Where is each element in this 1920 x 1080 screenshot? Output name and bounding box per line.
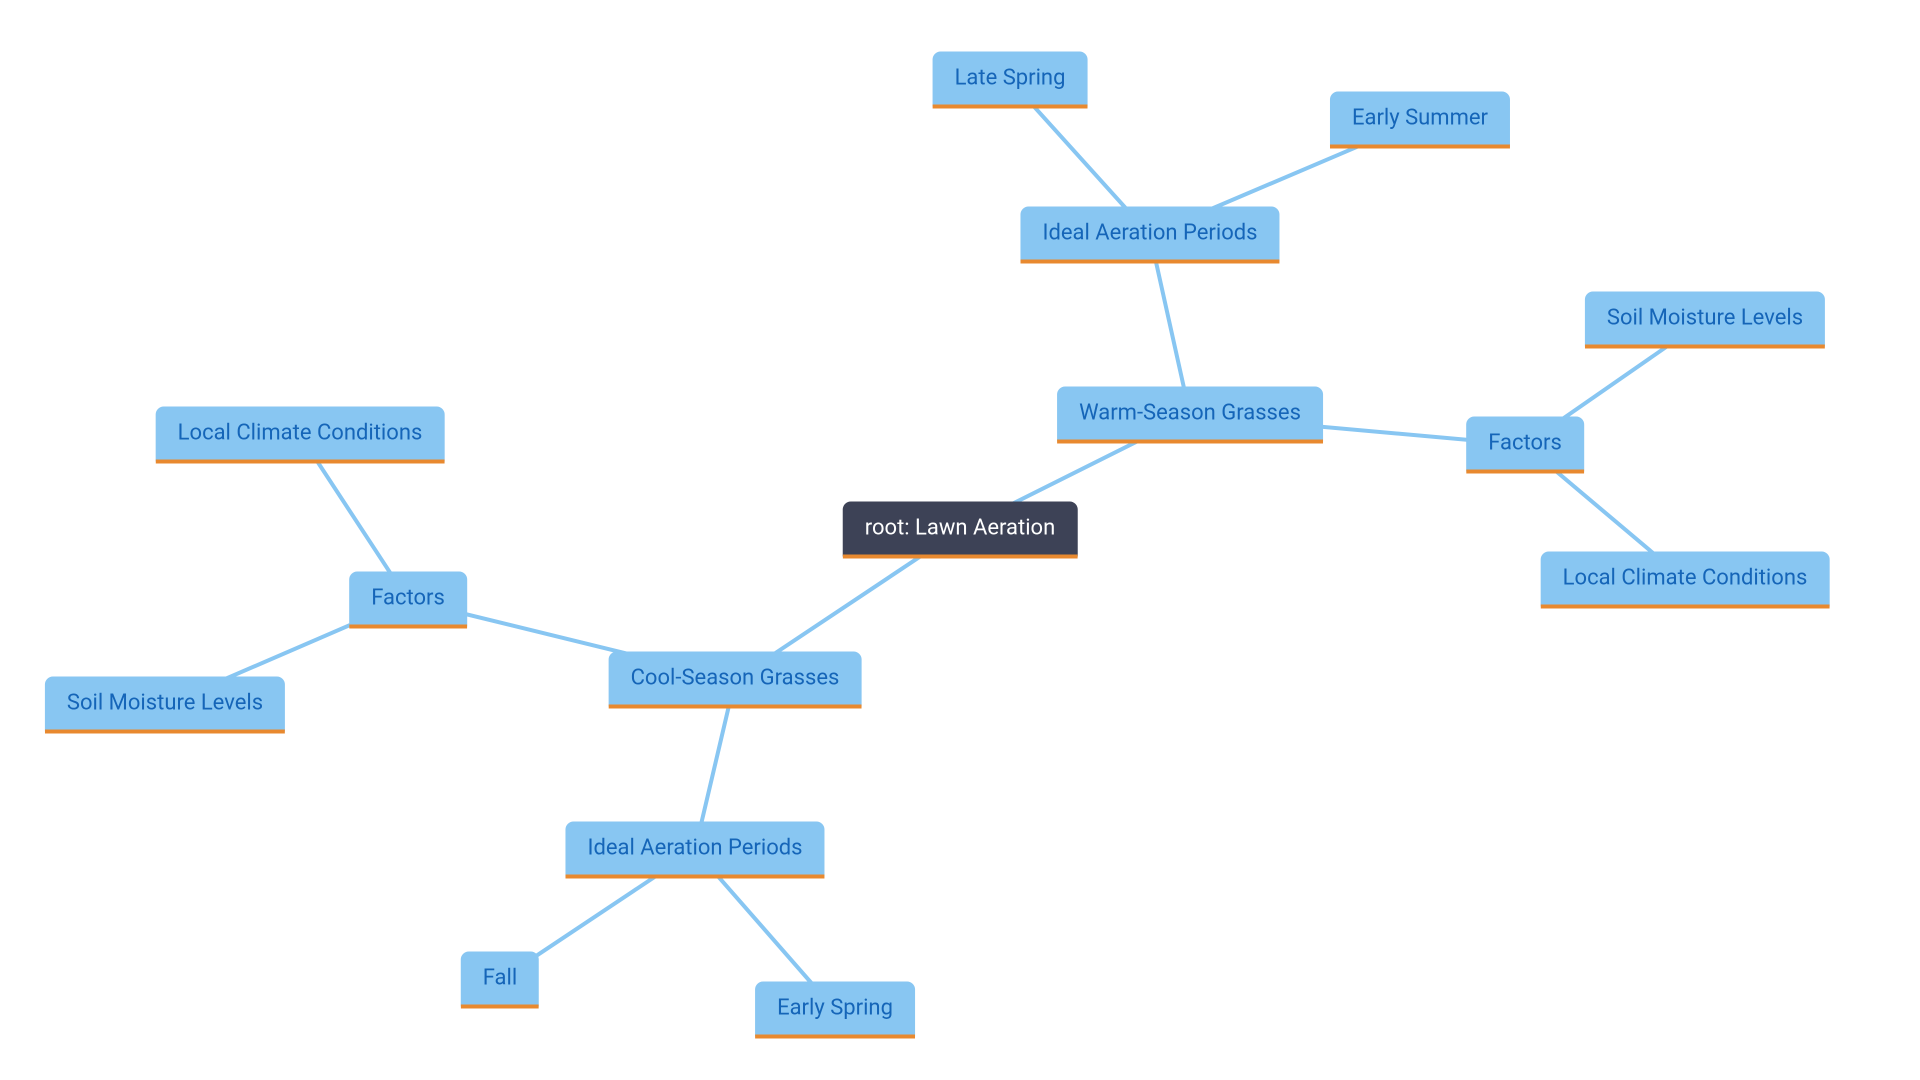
node-label: Fall <box>483 966 517 991</box>
node-cool_periods: Ideal Aeration Periods <box>565 822 824 879</box>
node-label: Cool-Season Grasses <box>631 666 840 691</box>
node-label: Ideal Aeration Periods <box>1042 221 1257 246</box>
node-warm_periods: Ideal Aeration Periods <box>1020 207 1279 264</box>
node-label: Factors <box>1488 431 1562 456</box>
node-label: Late Spring <box>955 66 1066 91</box>
node-cool_moisture: Soil Moisture Levels <box>45 677 285 734</box>
node-label: Early Summer <box>1352 106 1488 131</box>
node-warm_summer: Early Summer <box>1330 92 1510 149</box>
node-warm_moisture: Soil Moisture Levels <box>1585 292 1825 349</box>
node-label: Soil Moisture Levels <box>1607 306 1803 331</box>
node-label: Factors <box>371 586 445 611</box>
node-cool_spring: Early Spring <box>755 982 915 1039</box>
node-label: root: Lawn Aeration <box>865 516 1056 541</box>
node-cool_factors: Factors <box>349 572 467 629</box>
node-label: Warm-Season Grasses <box>1079 401 1301 426</box>
node-warm_late: Late Spring <box>933 52 1088 109</box>
node-cool_climate: Local Climate Conditions <box>156 407 445 464</box>
node-cool_fall: Fall <box>461 952 539 1009</box>
node-warm: Warm-Season Grasses <box>1057 387 1323 444</box>
node-label: Local Climate Conditions <box>1563 566 1808 591</box>
node-cool: Cool-Season Grasses <box>609 652 862 709</box>
node-root: root: Lawn Aeration <box>843 502 1078 559</box>
node-label: Ideal Aeration Periods <box>587 836 802 861</box>
diagram-canvas: root: Lawn Aeration Cool-Season Grasses Id… <box>0 0 1920 1080</box>
node-label: Local Climate Conditions <box>178 421 423 446</box>
node-warm_factors: Factors <box>1466 417 1584 474</box>
node-warm_climate: Local Climate Conditions <box>1541 552 1830 609</box>
node-label: Soil Moisture Levels <box>67 691 263 716</box>
node-label: Early Spring <box>777 996 893 1021</box>
